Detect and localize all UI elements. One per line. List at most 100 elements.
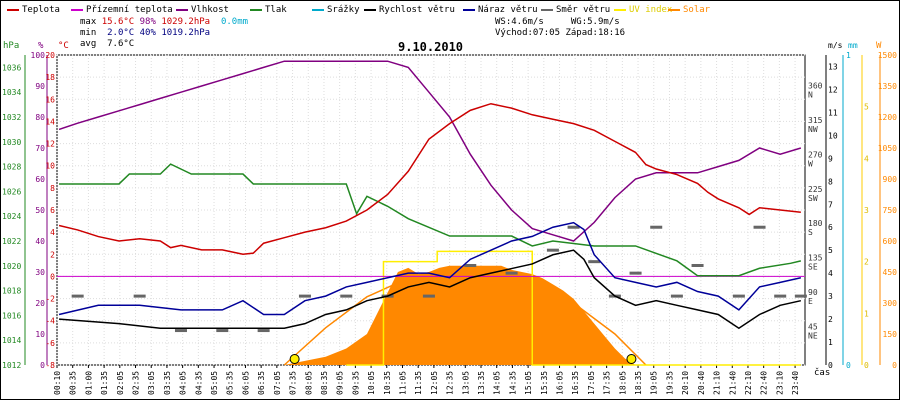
sunset-text: Západ:18:16	[565, 28, 626, 38]
tick-wind-dir-name: E	[808, 297, 813, 306]
tick-wind-dir: 360	[808, 81, 823, 90]
tick-wind-dir-name: W	[808, 159, 813, 168]
tick-ms: 2	[828, 315, 833, 324]
wind-direction-mark	[174, 329, 187, 333]
tick-solar: 1350	[878, 82, 897, 91]
tick-wind-dir-name: SW	[808, 194, 818, 203]
tick-ms: 9	[828, 154, 833, 163]
tick-x: 20:40	[697, 371, 706, 395]
tick-temp: 8	[50, 184, 55, 193]
stats-max-temp: 15.6°C	[101, 17, 135, 27]
wind-direction-mark	[670, 294, 683, 298]
wind-direction-mark	[732, 294, 745, 298]
legend-label: Rychlost větru	[379, 5, 455, 15]
stats-avg-label: avg	[80, 39, 97, 49]
tick-hpa: 1018	[2, 287, 21, 296]
tick-hpa: 1016	[2, 311, 21, 320]
tick-temp: -8	[45, 361, 55, 370]
tick-hpa: 1032	[2, 113, 21, 122]
tick-wind-dir: 225	[808, 185, 823, 194]
tick-uv: 0	[864, 361, 869, 370]
tick-x: 13:05	[461, 371, 470, 395]
axis-label-mm: mm	[848, 41, 858, 50]
tick-hpa: 1026	[2, 187, 21, 196]
tick-x: 10:35	[383, 371, 392, 395]
legend-item-1: Přízemní teplota	[71, 4, 173, 16]
wind-direction-mark	[753, 225, 766, 229]
tick-x: 15:35	[540, 371, 549, 395]
tick-uv: 3	[864, 206, 869, 215]
tick-temp: 10	[45, 162, 55, 171]
tick-ms: 1	[828, 338, 833, 347]
tick-uv: 5	[864, 103, 869, 112]
tick-mm: 1	[846, 51, 851, 60]
tick-x: 00:35	[69, 371, 78, 395]
stats-max-hum: 98%	[139, 17, 156, 27]
tick-x: 04:35	[194, 371, 203, 395]
axis-label-hpa: hPa	[3, 41, 19, 51]
stats-min-row: min 2.0°C 40% 1019.2hPa	[80, 28, 210, 38]
tick-temp: 20	[45, 51, 55, 60]
legend-swatch	[312, 8, 324, 11]
sunrise-text: Východ:07:05	[495, 28, 561, 38]
wind-speed-text: WS:4.6m/s	[495, 17, 544, 27]
axis-label-ms: m/s	[828, 41, 843, 50]
wind-direction-mark	[650, 225, 663, 229]
tick-x: 07:35	[289, 371, 298, 395]
uv-index-line	[346, 250, 801, 366]
wind-direction-mark	[422, 294, 435, 298]
stats-max-row: max 15.6°C 98% 1029.2hPa 0.0mm	[80, 17, 248, 27]
legend-label: Směr větru	[556, 5, 611, 15]
tick-hpa: 1014	[2, 336, 21, 345]
axis-label-temp: °C	[58, 41, 69, 51]
series-tlak	[59, 163, 802, 277]
tick-hpa: 1030	[2, 138, 21, 147]
legend-item-4: Srážky	[312, 4, 360, 16]
legend-label: UV index	[629, 5, 673, 15]
solar-theoretical-line	[283, 269, 647, 366]
tick-wind-dir: 270	[808, 150, 823, 159]
tick-ms: 10	[828, 131, 838, 140]
tick-x: 11:05	[398, 371, 407, 395]
tick-solar: 150	[883, 330, 898, 339]
legend-label: Vlhkost	[191, 5, 229, 15]
tick-ms: 4	[828, 269, 833, 278]
wind-direction-mark	[71, 294, 84, 298]
tick-hpa: 1022	[2, 237, 21, 246]
tick-hpa: 1012	[2, 361, 21, 370]
tick-temp: 12	[45, 140, 55, 149]
tick-ms: 3	[828, 292, 833, 301]
tick-x: 08:35	[320, 371, 329, 395]
stats-min-press: 1019.2hPa	[161, 28, 211, 38]
tick-x: 08:05	[304, 371, 313, 395]
tick-x: 13:35	[477, 371, 486, 395]
tick-humidity: 10	[35, 330, 45, 339]
legend-swatch	[176, 8, 188, 11]
tick-humidity: 90	[35, 82, 45, 91]
stats-max-press: 1029.2hPa	[161, 17, 211, 27]
legend-item-0: Teplota	[7, 4, 60, 16]
tick-x: 16:05	[556, 371, 565, 395]
sunrise-marker	[289, 354, 300, 364]
tick-temp: 6	[50, 206, 55, 215]
tick-solar: 1050	[878, 144, 897, 153]
tick-x: 18:35	[634, 371, 643, 395]
wind-info-row1: WS:4.6m/s WG:5.9m/s	[495, 17, 620, 27]
tick-wind-dir-name: NE	[808, 332, 818, 341]
tick-temp: 4	[50, 228, 55, 237]
wind-info-row2: Východ:07:05 Západ:18:16	[495, 28, 625, 38]
tick-wind-dir: 90	[808, 288, 818, 297]
tick-solar: 750	[883, 206, 898, 215]
tick-humidity: 30	[35, 268, 45, 277]
tick-x: 05:05	[210, 371, 219, 395]
tick-temp: 0	[50, 272, 55, 281]
tick-x: 00:10	[53, 371, 62, 395]
tick-x: 16:35	[571, 371, 580, 395]
tick-hpa: 1028	[2, 163, 21, 172]
legend-swatch	[668, 8, 680, 11]
tick-x: 17:35	[603, 371, 612, 395]
tick-mm: 0	[846, 361, 851, 370]
legend-label: Srážky	[327, 5, 360, 15]
solar-area	[284, 265, 636, 365]
